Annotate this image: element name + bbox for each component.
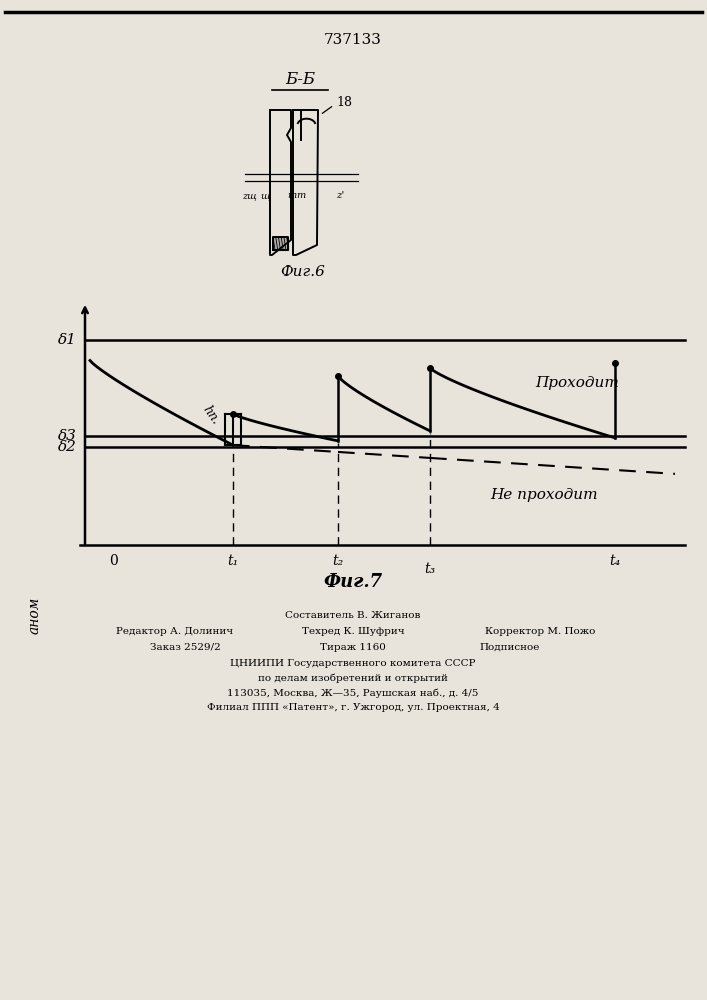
- Text: Заказ 2529/2: Заказ 2529/2: [150, 643, 221, 652]
- Text: ЦНИИПИ Государственного комитета СССР: ЦНИИПИ Государственного комитета СССР: [230, 658, 476, 668]
- Text: 113035, Москва, Ж—35, Раушская наб., д. 4/5: 113035, Москва, Ж—35, Раушская наб., д. …: [228, 688, 479, 698]
- Text: zщ: zщ: [243, 191, 257, 200]
- Text: аном: аном: [28, 596, 42, 634]
- Text: z': z': [336, 191, 344, 200]
- Text: по делам изобретений и открытий: по делам изобретений и открытий: [258, 673, 448, 683]
- Text: 18: 18: [336, 96, 352, 108]
- Text: Б-Б: Б-Б: [285, 71, 315, 88]
- Text: m: m: [287, 191, 297, 200]
- Text: Тираж 1160: Тираж 1160: [320, 643, 386, 652]
- Text: t₃: t₃: [424, 562, 436, 576]
- Polygon shape: [273, 237, 288, 250]
- Text: Редактор А. Долинич: Редактор А. Долинич: [117, 628, 233, 637]
- Text: δ3: δ3: [58, 429, 77, 443]
- Text: Техред К. Шуфрич: Техред К. Шуфрич: [302, 628, 404, 637]
- Text: Проходит: Проходит: [535, 376, 619, 390]
- Text: 0: 0: [109, 554, 117, 568]
- Text: щ: щ: [260, 191, 270, 200]
- Text: Фиг.6: Фиг.6: [281, 265, 325, 279]
- Text: Подписное: Подписное: [480, 643, 540, 652]
- Text: Филиал ППП «Патент», г. Ужгород, ул. Проектная, 4: Филиал ППП «Патент», г. Ужгород, ул. Про…: [206, 704, 499, 712]
- Text: 737133: 737133: [324, 33, 382, 47]
- Text: Фиг.7: Фиг.7: [323, 573, 382, 591]
- Text: δ1: δ1: [58, 333, 77, 347]
- Text: hп.: hп.: [200, 404, 222, 427]
- Text: Корректор М. Пожо: Корректор М. Пожо: [485, 628, 595, 637]
- Text: t₄: t₄: [609, 554, 621, 568]
- Text: t₁: t₁: [228, 554, 239, 568]
- Text: m: m: [296, 191, 305, 200]
- Text: δ2: δ2: [58, 440, 77, 454]
- Text: t₂: t₂: [332, 554, 344, 568]
- Text: Не проходит: Не проходит: [490, 488, 597, 502]
- Text: Составитель В. Жиганов: Составитель В. Жиганов: [286, 610, 421, 619]
